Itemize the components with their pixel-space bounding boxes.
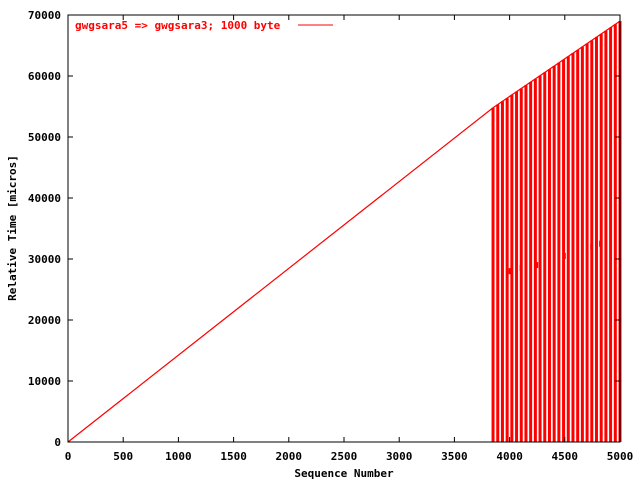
x-tick-label: 0 [65, 450, 72, 463]
axis-ticks: 0 500 1000 1500 2000 2500 3000 3500 4000 4500 5000… [28, 9, 633, 463]
legend-label: gwgsara5 => gwgsara3; 1000 byte [75, 19, 281, 32]
x-tick-label: 4500 [552, 450, 579, 463]
y-tick-label: 10000 [28, 375, 61, 388]
series-line [67, 20, 621, 443]
x-tick-label: 4000 [496, 450, 523, 463]
y-tick-label: 20000 [28, 314, 61, 327]
x-axis-label: Sequence Number [294, 467, 394, 480]
y-axis-label: Relative Time [micros] [6, 155, 19, 301]
plot-marks [67, 20, 622, 443]
x-tick-label: 1500 [220, 450, 247, 463]
y-tick-label: 60000 [28, 70, 61, 83]
x-tick-label: 3500 [441, 450, 468, 463]
y-tick-label: 40000 [28, 192, 61, 205]
y-tick-label: 30000 [28, 253, 61, 266]
x-tick-label: 500 [113, 450, 133, 463]
plot-frame [67, 14, 621, 443]
x-tick-label: 1000 [165, 450, 192, 463]
y-tick-label: 50000 [28, 131, 61, 144]
x-tick-label: 5000 [607, 450, 634, 463]
y-tick-label: 0 [54, 436, 61, 449]
x-tick-label: 2500 [331, 450, 358, 463]
x-tick-label: 3000 [386, 450, 413, 463]
legend: gwgsara5 => gwgsara3; 1000 byte [75, 19, 333, 32]
y-tick-label: 70000 [28, 9, 61, 22]
x-tick-label: 2000 [276, 450, 303, 463]
